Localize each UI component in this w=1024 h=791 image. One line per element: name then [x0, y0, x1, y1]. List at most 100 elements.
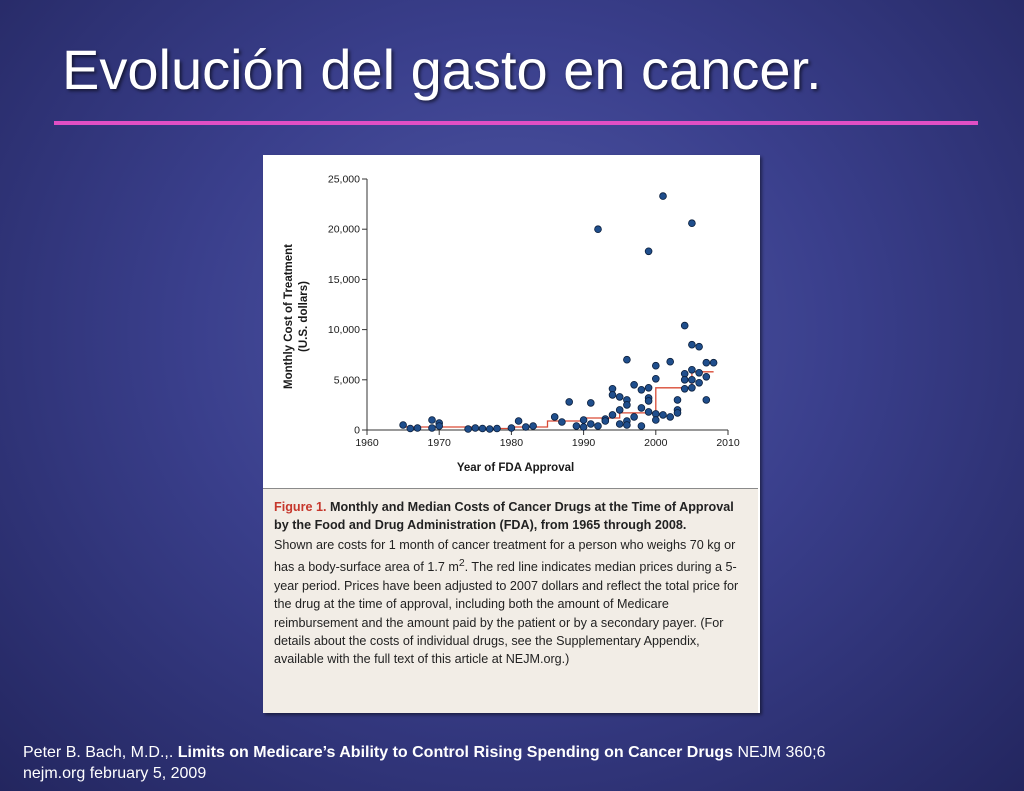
- data-point: [550, 413, 559, 421]
- x-tick-label: 1980: [500, 437, 524, 449]
- data-point: [529, 422, 537, 430]
- data-point: [623, 355, 631, 364]
- data-point: [666, 413, 675, 421]
- citation: Peter B. Bach, M.D.,. Limits on Medicare…: [23, 742, 1013, 784]
- data-point: [688, 384, 696, 392]
- data-point: [615, 393, 624, 401]
- data-point: [688, 340, 696, 349]
- data-point: [601, 417, 610, 425]
- data-point: [623, 421, 631, 429]
- axis-labels-layer: 0 5,000 10,000 15,000 20,000 25,000 1960 1970 19…: [283, 174, 740, 475]
- y-tick-label: 20,000: [328, 224, 360, 236]
- data-point: [688, 366, 696, 374]
- data-point: [428, 416, 436, 424]
- figure-caption: Figure 1. Monthly and Median Costs of Ca…: [263, 488, 758, 713]
- data-point: [586, 399, 595, 407]
- points-layer: [399, 192, 718, 433]
- data-point: [485, 425, 494, 433]
- median-line-layer: [403, 371, 714, 430]
- data-point: [521, 423, 530, 431]
- data-point: [630, 381, 638, 389]
- y-tick-label: 25,000: [328, 174, 360, 186]
- caption-body-text-2: . The red line indicates median prices d…: [274, 560, 739, 667]
- data-point: [644, 408, 653, 416]
- caption-body: Shown are costs for 1 month of cancer tr…: [274, 536, 746, 669]
- data-point: [608, 411, 617, 419]
- data-point: [399, 421, 407, 429]
- caption-heading: Figure 1. Monthly and Median Costs of Ca…: [274, 498, 746, 535]
- data-point: [651, 361, 660, 370]
- x-tick-label: 1990: [572, 437, 596, 449]
- data-point: [514, 417, 523, 425]
- data-point: [666, 357, 675, 366]
- data-point: [702, 373, 711, 381]
- data-point: [651, 416, 660, 424]
- data-point: [615, 406, 624, 414]
- data-point: [464, 425, 472, 433]
- data-point: [435, 422, 444, 430]
- data-point: [688, 376, 696, 384]
- data-point: [702, 358, 711, 367]
- data-point: [493, 424, 501, 433]
- citation-author: Peter B. Bach, M.D.,.: [23, 744, 178, 761]
- caption-figure-label: Figure 1.: [274, 500, 327, 514]
- data-point: [702, 396, 711, 404]
- data-point: [644, 384, 653, 392]
- data-point: [579, 423, 588, 431]
- x-tick-label: 2010: [716, 437, 740, 449]
- data-point: [644, 397, 653, 405]
- x-tick-label: 1970: [428, 437, 452, 449]
- data-point: [579, 416, 588, 424]
- data-point: [680, 321, 689, 330]
- x-tick-label: 1960: [355, 437, 379, 449]
- caption-heading-text: Monthly and Median Costs of Cancer Drugs…: [274, 500, 734, 533]
- data-point: [709, 358, 718, 367]
- data-point: [673, 396, 682, 404]
- data-point: [565, 398, 574, 406]
- data-point: [471, 424, 480, 432]
- data-point: [478, 424, 487, 433]
- data-point: [413, 424, 422, 432]
- scatter-chart: 0 5,000 10,000 15,000 20,000 25,000 1960 1970 19…: [283, 174, 740, 475]
- data-point: [594, 225, 602, 233]
- data-point: [558, 418, 566, 426]
- y-tick-label: 15,000: [328, 274, 360, 286]
- data-point: [630, 413, 638, 421]
- data-point: [644, 247, 653, 256]
- data-point: [586, 420, 595, 428]
- y-axis-label-units: (U.S. dollars): [298, 281, 310, 352]
- data-point: [680, 385, 689, 393]
- citation-date: nejm.org february 5, 2009: [23, 765, 207, 782]
- title-underline: [54, 121, 978, 125]
- caption-body-text-1: Shown are costs for 1 month of cancer tr…: [274, 537, 736, 575]
- data-point: [695, 342, 703, 351]
- data-point: [608, 391, 617, 399]
- y-tick-label: 5,000: [334, 374, 360, 386]
- data-point: [507, 424, 516, 432]
- data-point: [688, 219, 696, 227]
- y-tick-label: 10,000: [328, 324, 360, 336]
- data-point: [651, 375, 660, 383]
- data-point: [428, 424, 436, 432]
- citation-article-title: Limits on Medicare’s Ability to Control …: [177, 744, 734, 761]
- data-point: [406, 424, 415, 433]
- data-point: [637, 386, 646, 394]
- data-point: [594, 422, 602, 430]
- chart-axes: [362, 178, 729, 435]
- data-point: [623, 401, 631, 409]
- data-point: [695, 369, 703, 377]
- data-point: [615, 420, 624, 428]
- y-axis-label: Monthly Cost of Treatment: [283, 244, 295, 389]
- x-axis-label: Year of FDA Approval: [457, 462, 574, 474]
- median-step-line: [403, 371, 714, 430]
- x-tick-label: 2000: [644, 437, 668, 449]
- data-point: [673, 409, 682, 417]
- data-point: [680, 376, 689, 384]
- citation-journal: NEJM 360;6: [733, 744, 826, 761]
- data-point: [637, 404, 646, 412]
- data-point: [659, 192, 667, 200]
- data-point: [659, 411, 667, 419]
- data-point: [637, 422, 646, 430]
- slide-title: Evolución del gasto en cancer.: [62, 38, 822, 101]
- figure-panel: 0 5,000 10,000 15,000 20,000 25,000 1960 1970 19…: [263, 155, 760, 713]
